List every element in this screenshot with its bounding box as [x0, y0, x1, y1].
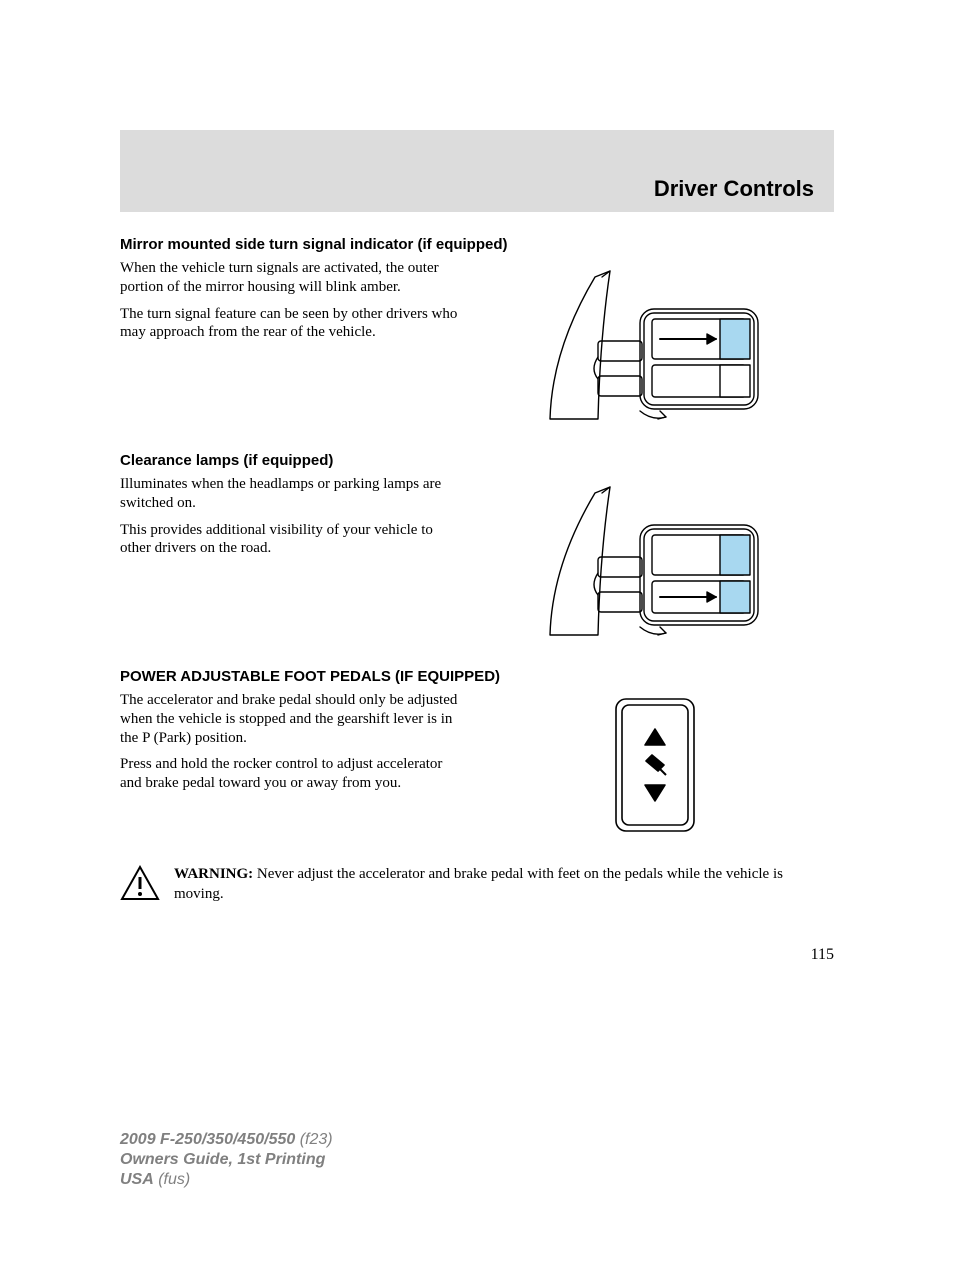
- up-triangle-icon: [645, 729, 665, 745]
- page-title: Driver Controls: [654, 176, 814, 202]
- mirror-text-col: When the vehicle turn signals are activa…: [120, 259, 465, 350]
- pedals-text-col: The accelerator and brake pedal should o…: [120, 691, 465, 801]
- page-number: 115: [120, 946, 834, 964]
- mirror-diagram-container: [475, 259, 834, 424]
- pedal-icon: [646, 755, 666, 775]
- header-bar: Driver Controls: [120, 130, 834, 212]
- pedal-diagram-container: [475, 691, 834, 835]
- warning-text: WARNING: Never adjust the accelerator an…: [174, 865, 834, 904]
- mirror-diagram-lower: [540, 475, 770, 640]
- pedals-p1: The accelerator and brake pedal should o…: [120, 691, 465, 747]
- section-heading-clearance: Clearance lamps (if equipped): [120, 452, 834, 469]
- section-heading-pedals: POWER ADJUSTABLE FOOT PEDALS (IF EQUIPPE…: [120, 668, 834, 685]
- section-mirror: When the vehicle turn signals are activa…: [120, 259, 834, 424]
- warning-icon: [120, 865, 160, 906]
- section-heading-mirror: Mirror mounted side turn signal indicato…: [120, 236, 834, 253]
- mirror-diagram-upper: [540, 259, 770, 424]
- warning-body: Never adjust the accelerator and brake p…: [174, 866, 783, 902]
- clearance-p2: This provides additional visibility of y…: [120, 521, 465, 559]
- footer-line1: 2009 F-250/350/450/550 (f23): [120, 1130, 333, 1150]
- pedal-rocker-diagram: [610, 695, 700, 835]
- footer-line2: Owners Guide, 1st Printing: [120, 1150, 333, 1170]
- pedals-p2: Press and hold the rocker control to adj…: [120, 755, 465, 793]
- down-triangle-icon: [645, 785, 665, 801]
- footer: 2009 F-250/350/450/550 (f23) Owners Guid…: [120, 1130, 333, 1190]
- mirror-p2: The turn signal feature can be seen by o…: [120, 305, 465, 343]
- page: Driver Controls Mirror mounted side turn…: [0, 0, 954, 1270]
- warning-label: WARNING:: [174, 866, 253, 882]
- clearance-text-col: Illuminates when the headlamps or parkin…: [120, 475, 465, 566]
- clearance-p1: Illuminates when the headlamps or parkin…: [120, 475, 465, 513]
- clearance-diagram-container: [475, 475, 834, 640]
- footer-line3: USA (fus): [120, 1170, 333, 1190]
- warning-block: WARNING: Never adjust the accelerator an…: [120, 865, 834, 906]
- section-pedals: The accelerator and brake pedal should o…: [120, 691, 834, 835]
- section-clearance: Illuminates when the headlamps or parkin…: [120, 475, 834, 640]
- mirror-p1: When the vehicle turn signals are activa…: [120, 259, 465, 297]
